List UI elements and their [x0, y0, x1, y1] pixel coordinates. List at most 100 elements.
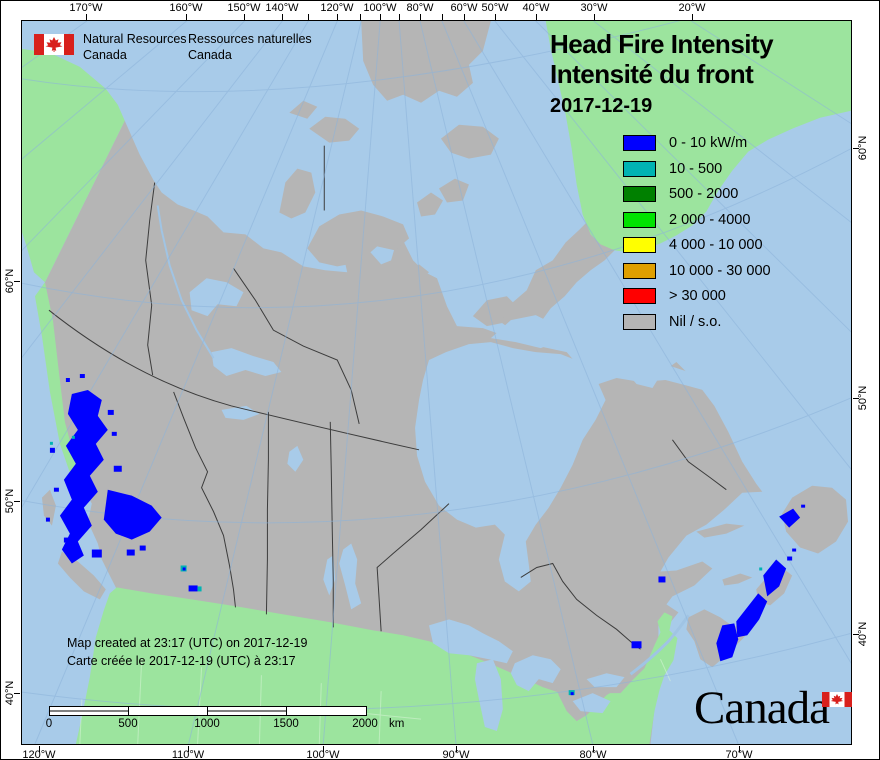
axis-tick-left [14, 501, 20, 502]
axis-tick-top-minor [442, 14, 443, 20]
axis-label-top: 50°W [481, 2, 509, 14]
axis-label-top: 120°W [320, 2, 354, 14]
legend-swatch [623, 186, 656, 202]
canada-flag-icon [822, 692, 852, 707]
legend: 0 - 10 kW/m 10 - 500 500 - 2000 2 000 - 400… [623, 135, 771, 339]
lake-ontario [586, 673, 625, 688]
axis-tick-right [853, 148, 859, 149]
axis-label-top: 40°W [522, 2, 550, 14]
axis-label-top: 80°W [406, 2, 434, 14]
dept-name-en: Natural Resources Canada [83, 32, 187, 63]
alaska-panhandle [34, 282, 79, 473]
border-ab-sk [265, 411, 269, 615]
axis-tick-bottom [323, 746, 324, 752]
legend-item: 10 000 - 30 000 [623, 262, 771, 279]
axis-tick-bottom [39, 746, 40, 752]
legend-swatch [623, 313, 656, 330]
border-mb-on [376, 503, 450, 632]
legend-label: 10 000 - 30 000 [669, 262, 771, 279]
canada-wordmark: Canada [694, 682, 852, 734]
province-borders [48, 145, 727, 650]
legend-label: 0 - 10 kW/m [669, 135, 748, 151]
axis-tick-bottom [456, 746, 457, 752]
lake-superior [429, 619, 513, 664]
map-title-fr: Intensité du front [550, 59, 754, 89]
legend-swatch [623, 211, 656, 228]
legend-item: Nil / s.o. [623, 313, 771, 330]
axis-tick-top-minor [399, 14, 400, 20]
scale-bar-unit: km [389, 718, 405, 730]
creation-note-fr: Carte créée le 2017-12-19 (UTC) à 23:17 [67, 654, 296, 668]
fire-patches-prairies [180, 565, 202, 592]
axis-label-top: 60°W [450, 2, 478, 14]
axis-tick-top [495, 14, 496, 20]
axis-label-top: 100°W [363, 2, 397, 14]
legend-label: Nil / s.o. [669, 313, 722, 330]
border-on-qc [520, 562, 641, 650]
canada-wordmark-text: Canada [694, 682, 830, 734]
scale-bar-label: 500 [118, 718, 138, 730]
canada-flag-icon [34, 34, 74, 55]
axis-tick-top [380, 14, 381, 20]
axis-label-bottom: 70°W [725, 749, 753, 760]
legend-item: 500 - 2000 [623, 186, 771, 202]
scale-bar-label: 1500 [273, 718, 299, 730]
axis-tick-top [464, 14, 465, 20]
fire-patches-east [568, 504, 806, 696]
legend-item: 4 000 - 10 000 [623, 237, 771, 253]
great-slave-lake [211, 348, 282, 377]
scale-bar-segment [208, 707, 287, 715]
fire-patches-bc-coast [45, 374, 162, 564]
border-bc-ab [173, 391, 236, 608]
axis-tick-top [594, 14, 595, 20]
legend-label: 2 000 - 4000 [669, 211, 751, 228]
axis-tick-right [853, 398, 859, 399]
map-date: 2017-12-19 [550, 95, 653, 117]
dept-name-fr: Ressources naturelles Canada [188, 32, 312, 63]
dept-name-fr-line1: Ressources naturelles [188, 32, 312, 46]
border-yukon-nwt [145, 182, 156, 376]
canada-mainland [44, 120, 763, 744]
axis-tick-bottom [593, 746, 594, 752]
graticule [22, 21, 851, 744]
map-frame [21, 20, 852, 745]
axis-tick-top-minor [360, 14, 361, 20]
lake-huron [510, 655, 561, 692]
creation-note-en: Map created at 23:17 (UTC) on 2017-12-19 [67, 636, 308, 650]
axis-tick-left [14, 281, 20, 282]
axis-tick-top [420, 14, 421, 20]
canada-map [22, 21, 851, 744]
legend-label: 500 - 2000 [669, 186, 739, 202]
axis-label-bottom: 110°W [171, 749, 205, 760]
map-title-en: Head Fire Intensity [550, 29, 774, 59]
legend-item: 2 000 - 4000 [623, 211, 771, 228]
legend-label: 10 - 500 [669, 160, 723, 177]
legend-item: 0 - 10 kW/m [623, 135, 771, 151]
axis-tick-top [86, 14, 87, 20]
legend-item: 10 - 500 [623, 160, 771, 177]
rivers [156, 205, 690, 676]
legend-swatch [623, 262, 656, 279]
axis-label-top: 160°W [169, 2, 203, 14]
usa [75, 587, 678, 744]
axis-tick-left [14, 693, 20, 694]
axis-tick-bottom [188, 746, 189, 752]
legend-swatch [623, 288, 656, 304]
scale-bar-label: 1000 [194, 718, 220, 730]
mackenzie-river [156, 205, 215, 359]
scale-bar-segment [129, 707, 208, 715]
axis-tick-top [282, 14, 283, 20]
legend-swatch [623, 160, 656, 177]
axis-label-bottom: 90°W [442, 749, 470, 760]
scale-bar-segment [50, 707, 129, 715]
axis-label-top: 20°W [678, 2, 706, 14]
border-sk-mb [329, 421, 334, 628]
hudson-bay [415, 342, 711, 592]
dept-name-fr-line2: Canada [188, 47, 232, 62]
legend-label: 4 000 - 10 000 [669, 237, 763, 253]
greenland [545, 21, 851, 253]
border-qc-nl [672, 439, 727, 491]
axis-label-bottom: 120°W [22, 749, 56, 760]
axis-tick-right [853, 634, 859, 635]
